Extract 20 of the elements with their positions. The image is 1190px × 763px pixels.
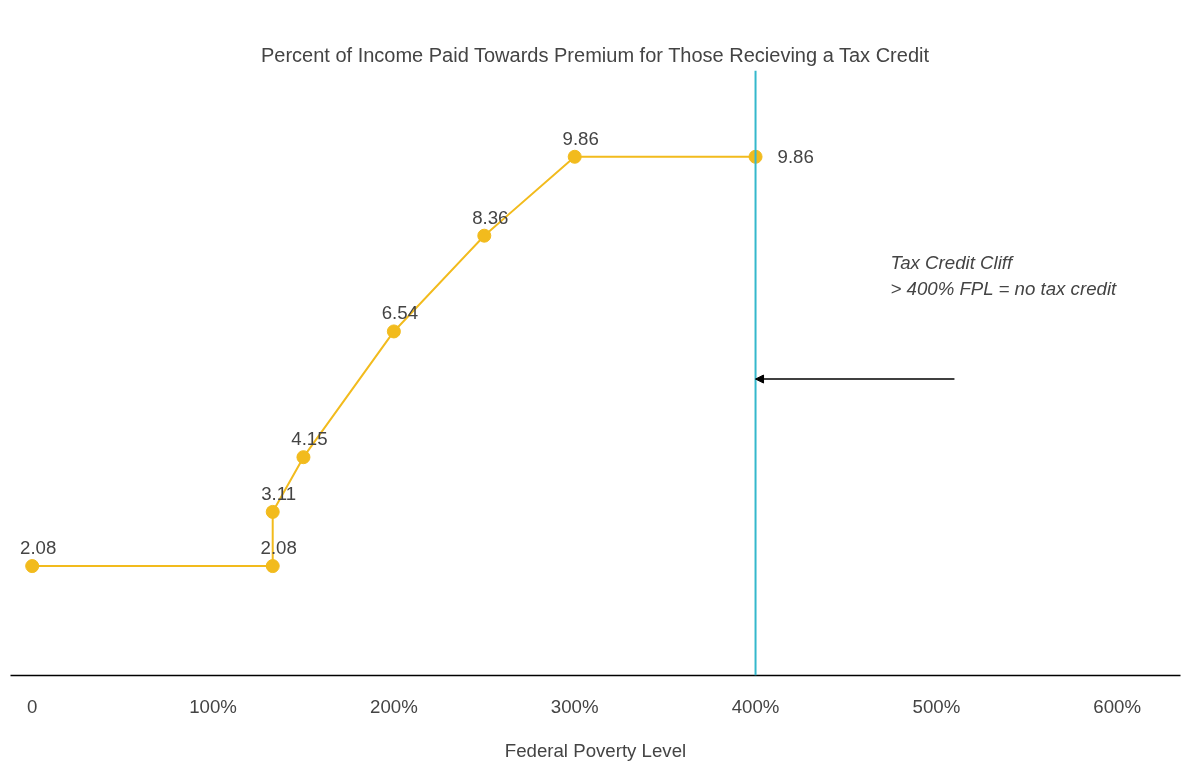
x-tick-label: 100%	[189, 695, 237, 717]
point	[265, 504, 280, 519]
point	[25, 559, 40, 574]
point	[386, 324, 401, 339]
x-tick-label: 0	[27, 695, 38, 717]
x-tick-label: 400%	[731, 695, 780, 717]
point	[477, 228, 492, 243]
chart-title: Percent of Income Paid Towards Premium for Those Recieving a Tax Credit	[260, 43, 930, 66]
x-axis-title: Federal Poverty Level	[504, 739, 687, 761]
point	[296, 450, 311, 465]
point	[265, 559, 280, 574]
point	[567, 149, 582, 164]
x-tick-label: 500%	[912, 695, 961, 717]
x-tick-label: 300%	[550, 695, 599, 717]
data-label: 2.08	[20, 537, 57, 559]
data-label: 9.86	[562, 127, 599, 149]
x-tick-label: 200%	[370, 695, 418, 717]
data-label: 9.86	[777, 146, 814, 168]
annotation: Tax Credit Cliff > 400% FPL = no tax credit	[890, 252, 1118, 299]
x-tick-label: 600%	[1093, 695, 1142, 717]
